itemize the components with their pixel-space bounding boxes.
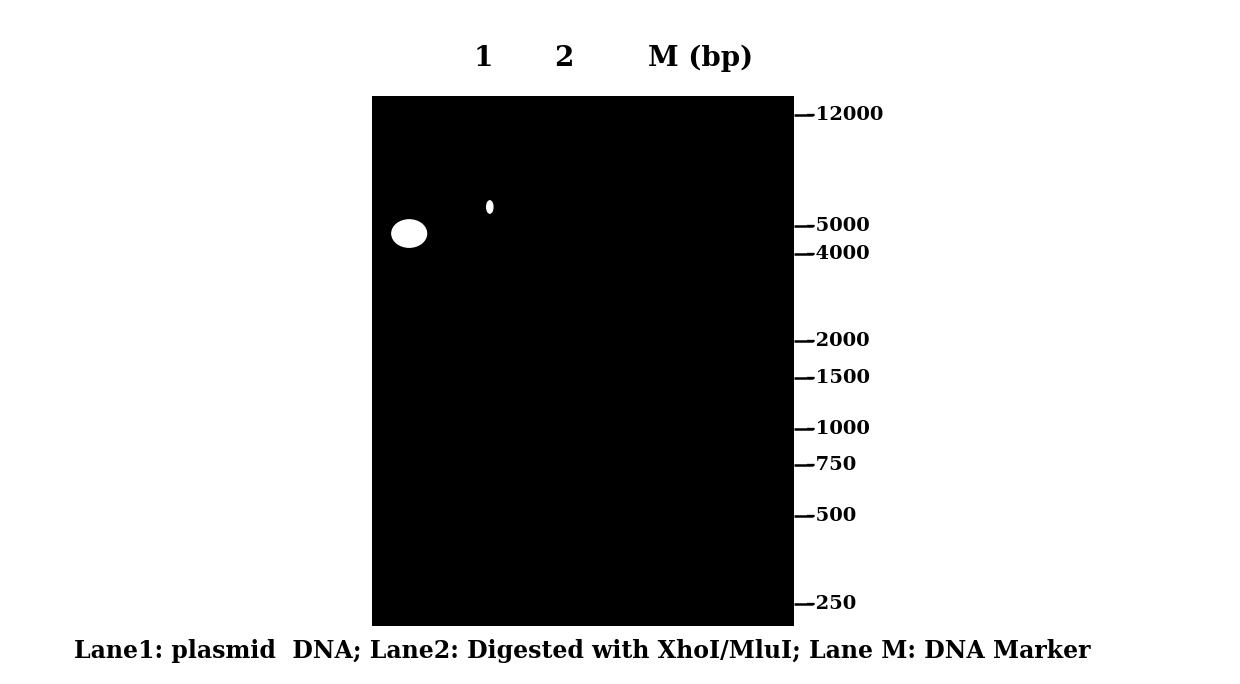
Text: –5000: –5000 [806,217,869,235]
Text: –500: –500 [806,508,857,525]
Text: –2000: –2000 [806,332,869,350]
Text: –750: –750 [806,456,857,474]
Text: –1000: –1000 [806,420,870,438]
Ellipse shape [392,220,427,247]
Text: Lane1: plasmid  DNA; Lane2: Digested with XhoI/MluI; Lane M: DNA Marker: Lane1: plasmid DNA; Lane2: Digested with… [74,640,1091,663]
Bar [372,96,794,626]
Text: 2: 2 [554,45,574,72]
Text: 1: 1 [474,45,494,72]
Ellipse shape [486,201,494,213]
Text: –12000: –12000 [806,106,883,124]
Text: –1500: –1500 [806,369,870,386]
Text: –4000: –4000 [806,245,869,263]
Text: M (bp): M (bp) [649,44,753,72]
Text: –250: –250 [806,595,857,613]
